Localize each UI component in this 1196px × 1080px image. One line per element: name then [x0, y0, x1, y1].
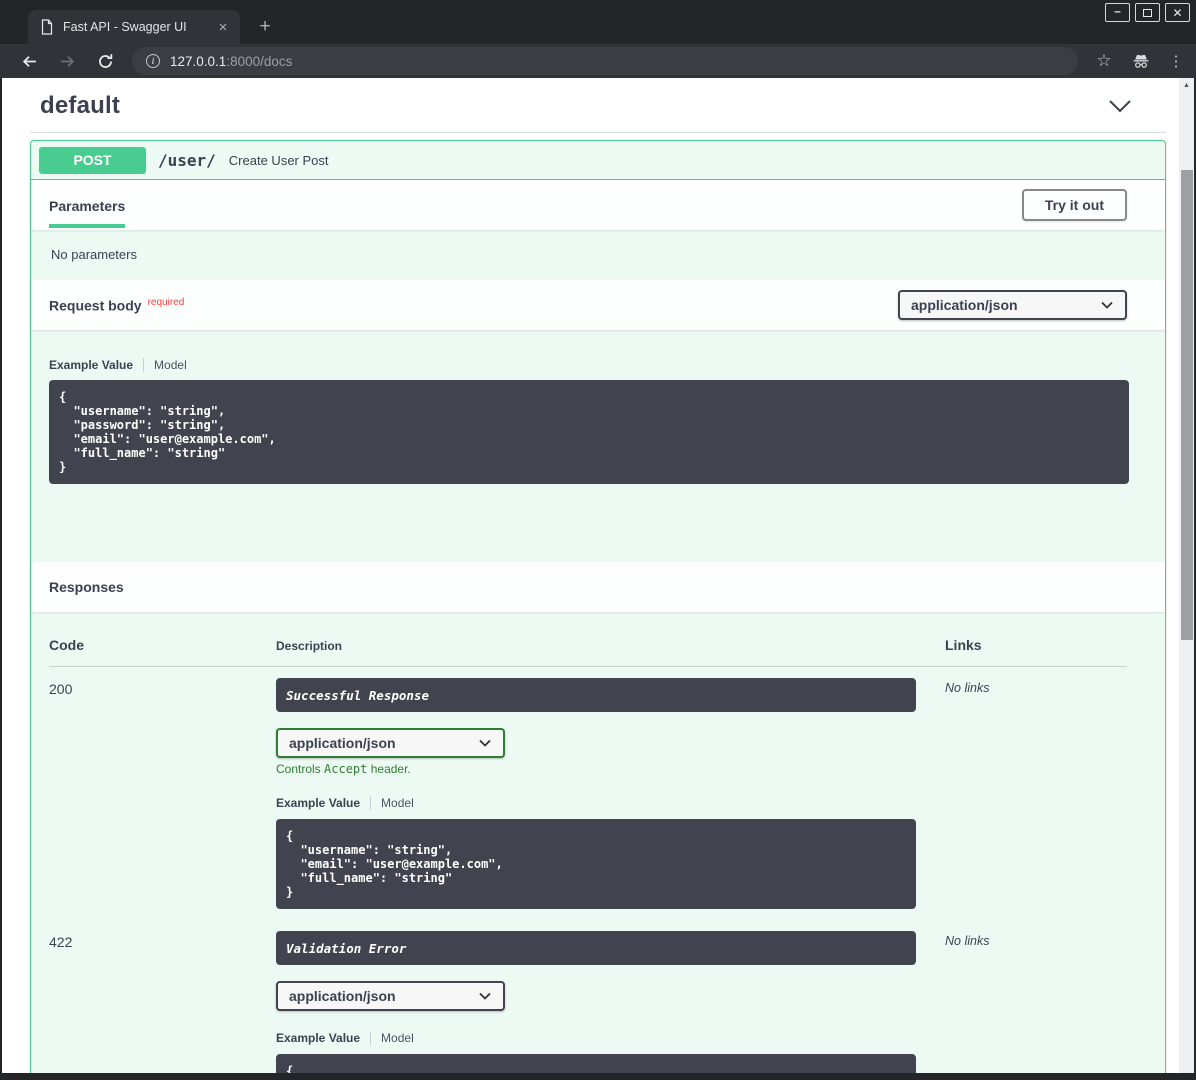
back-button[interactable]	[16, 48, 42, 74]
responses-title: Responses	[49, 579, 124, 595]
response-description-cell: Successful Response application/json Con…	[276, 678, 916, 920]
response-code: 422	[49, 934, 73, 950]
url-host: 127.0.0.1	[170, 53, 227, 69]
endpoint-path: /user/	[158, 150, 216, 170]
minimize-button[interactable]: –	[1105, 3, 1130, 22]
site-info-icon[interactable]: i	[146, 54, 160, 68]
responses-table: Code Description Links 200 Successful Re…	[31, 612, 1165, 1073]
response-row-200: 200 Successful Response application/json	[49, 667, 1127, 920]
collapse-chevron-icon[interactable]	[1108, 98, 1132, 114]
browser-menu-icon[interactable]: ⋮	[1168, 53, 1184, 70]
tab-close-icon[interactable]: ×	[218, 18, 228, 36]
close-button[interactable]: ✕	[1165, 3, 1190, 22]
forward-arrow-icon	[60, 55, 74, 67]
response-content-type-select[interactable]: application/json	[276, 981, 505, 1011]
opblock-summary[interactable]: POST /user/ Create User Post	[31, 141, 1165, 180]
tab-example-value[interactable]: Example Value	[276, 796, 361, 810]
incognito-icon	[1128, 48, 1154, 74]
response-links: No links	[945, 681, 990, 695]
no-parameters-text: No parameters	[51, 247, 137, 262]
tab-parameters[interactable]: Parameters	[49, 183, 126, 228]
request-body-section: Example Value Model { "username": "strin…	[31, 358, 1165, 484]
response-description-bar: Validation Error	[276, 931, 916, 965]
response-model-tabs: Example Value Model	[276, 1031, 916, 1045]
response-links: No links	[945, 934, 990, 948]
forward-button[interactable]	[54, 48, 80, 74]
tab-strip: Fast API - Swagger UI × + – ✕	[0, 0, 1196, 44]
url-bar[interactable]: i 127.0.0.1:8000/docs	[132, 47, 1078, 75]
maximize-button[interactable]	[1135, 3, 1160, 22]
opblock-post-user: POST /user/ Create User Post Parameters …	[30, 140, 1166, 1073]
response-model-tabs: Example Value Model	[276, 796, 916, 810]
tab-divider	[370, 796, 372, 810]
back-arrow-icon	[22, 55, 36, 67]
window-controls: – ✕	[1105, 3, 1190, 22]
tag-title: default	[40, 92, 121, 119]
tag-section-header[interactable]: default	[30, 90, 1166, 133]
tab-model[interactable]: Model	[154, 358, 187, 372]
new-tab-button[interactable]: +	[259, 16, 271, 37]
response-code: 200	[49, 681, 73, 697]
tab-model[interactable]: Model	[381, 796, 414, 810]
endpoint-summary: Create User Post	[228, 152, 329, 168]
request-body-header: Request body required application/json	[31, 280, 1165, 330]
bookmark-star-icon[interactable]: ☆	[1096, 51, 1112, 70]
scroll-up-icon[interactable]: ▲	[1183, 82, 1190, 89]
tab-example-value[interactable]: Example Value	[276, 1031, 361, 1045]
browser-tab[interactable]: Fast API - Swagger UI ×	[28, 10, 240, 44]
toolbar-right: ☆ ⋮	[1092, 48, 1186, 74]
response-example-code: { "username": "string", "email": "user@e…	[276, 819, 916, 909]
responses-header: Responses	[31, 562, 1165, 612]
tab-divider	[143, 358, 145, 372]
request-example-code: { "username": "string", "password": "str…	[49, 380, 1129, 484]
scrollbar-thumb[interactable]	[1180, 170, 1193, 640]
parameters-header: Parameters Try it out	[31, 180, 1165, 230]
method-badge: POST	[39, 146, 146, 174]
scrollbar[interactable]: ▲	[1179, 78, 1194, 1073]
tab-example-value[interactable]: Example Value	[49, 358, 134, 372]
chevron-down-icon	[1101, 301, 1113, 309]
browser-toolbar: i 127.0.0.1:8000/docs ☆ ⋮	[0, 44, 1196, 78]
reload-button[interactable]	[92, 48, 118, 74]
swagger-ui: default POST /user/ Create User Post Par…	[30, 78, 1166, 1073]
page-content: default POST /user/ Create User Post Par…	[2, 78, 1194, 1073]
tab-divider	[370, 1031, 372, 1045]
request-content-type-select[interactable]: application/json	[898, 290, 1127, 320]
url-text: 127.0.0.1:8000/docs	[170, 54, 292, 69]
response-example-code: { "detail": [	[276, 1054, 916, 1073]
maximize-icon	[1143, 8, 1152, 17]
reload-icon	[98, 53, 112, 68]
request-model-tabs: Example Value Model	[49, 358, 1127, 372]
chevron-down-icon	[479, 992, 491, 1000]
required-label: required	[147, 296, 185, 308]
chevron-down-icon	[479, 739, 491, 747]
column-links: Links	[945, 637, 982, 653]
page-favicon-icon	[41, 19, 53, 35]
try-it-out-button[interactable]: Try it out	[1021, 189, 1127, 221]
tab-title: Fast API - Swagger UI	[63, 20, 187, 34]
responses-table-head: Code Description Links	[49, 637, 1127, 667]
response-row-422: 422 Validation Error application/json	[49, 920, 1127, 1073]
url-path: :8000/docs	[226, 53, 293, 69]
accept-header-note: Controls Accept header.	[276, 762, 411, 776]
tab-model[interactable]: Model	[381, 1031, 414, 1045]
request-body-title: Request body required	[49, 296, 185, 314]
response-description-bar: Successful Response	[276, 678, 916, 712]
response-content-type-select[interactable]: application/json	[276, 728, 505, 758]
column-code: Code	[49, 637, 84, 653]
column-description: Description	[276, 639, 343, 653]
response-description-cell: Validation Error application/json	[276, 931, 916, 1073]
